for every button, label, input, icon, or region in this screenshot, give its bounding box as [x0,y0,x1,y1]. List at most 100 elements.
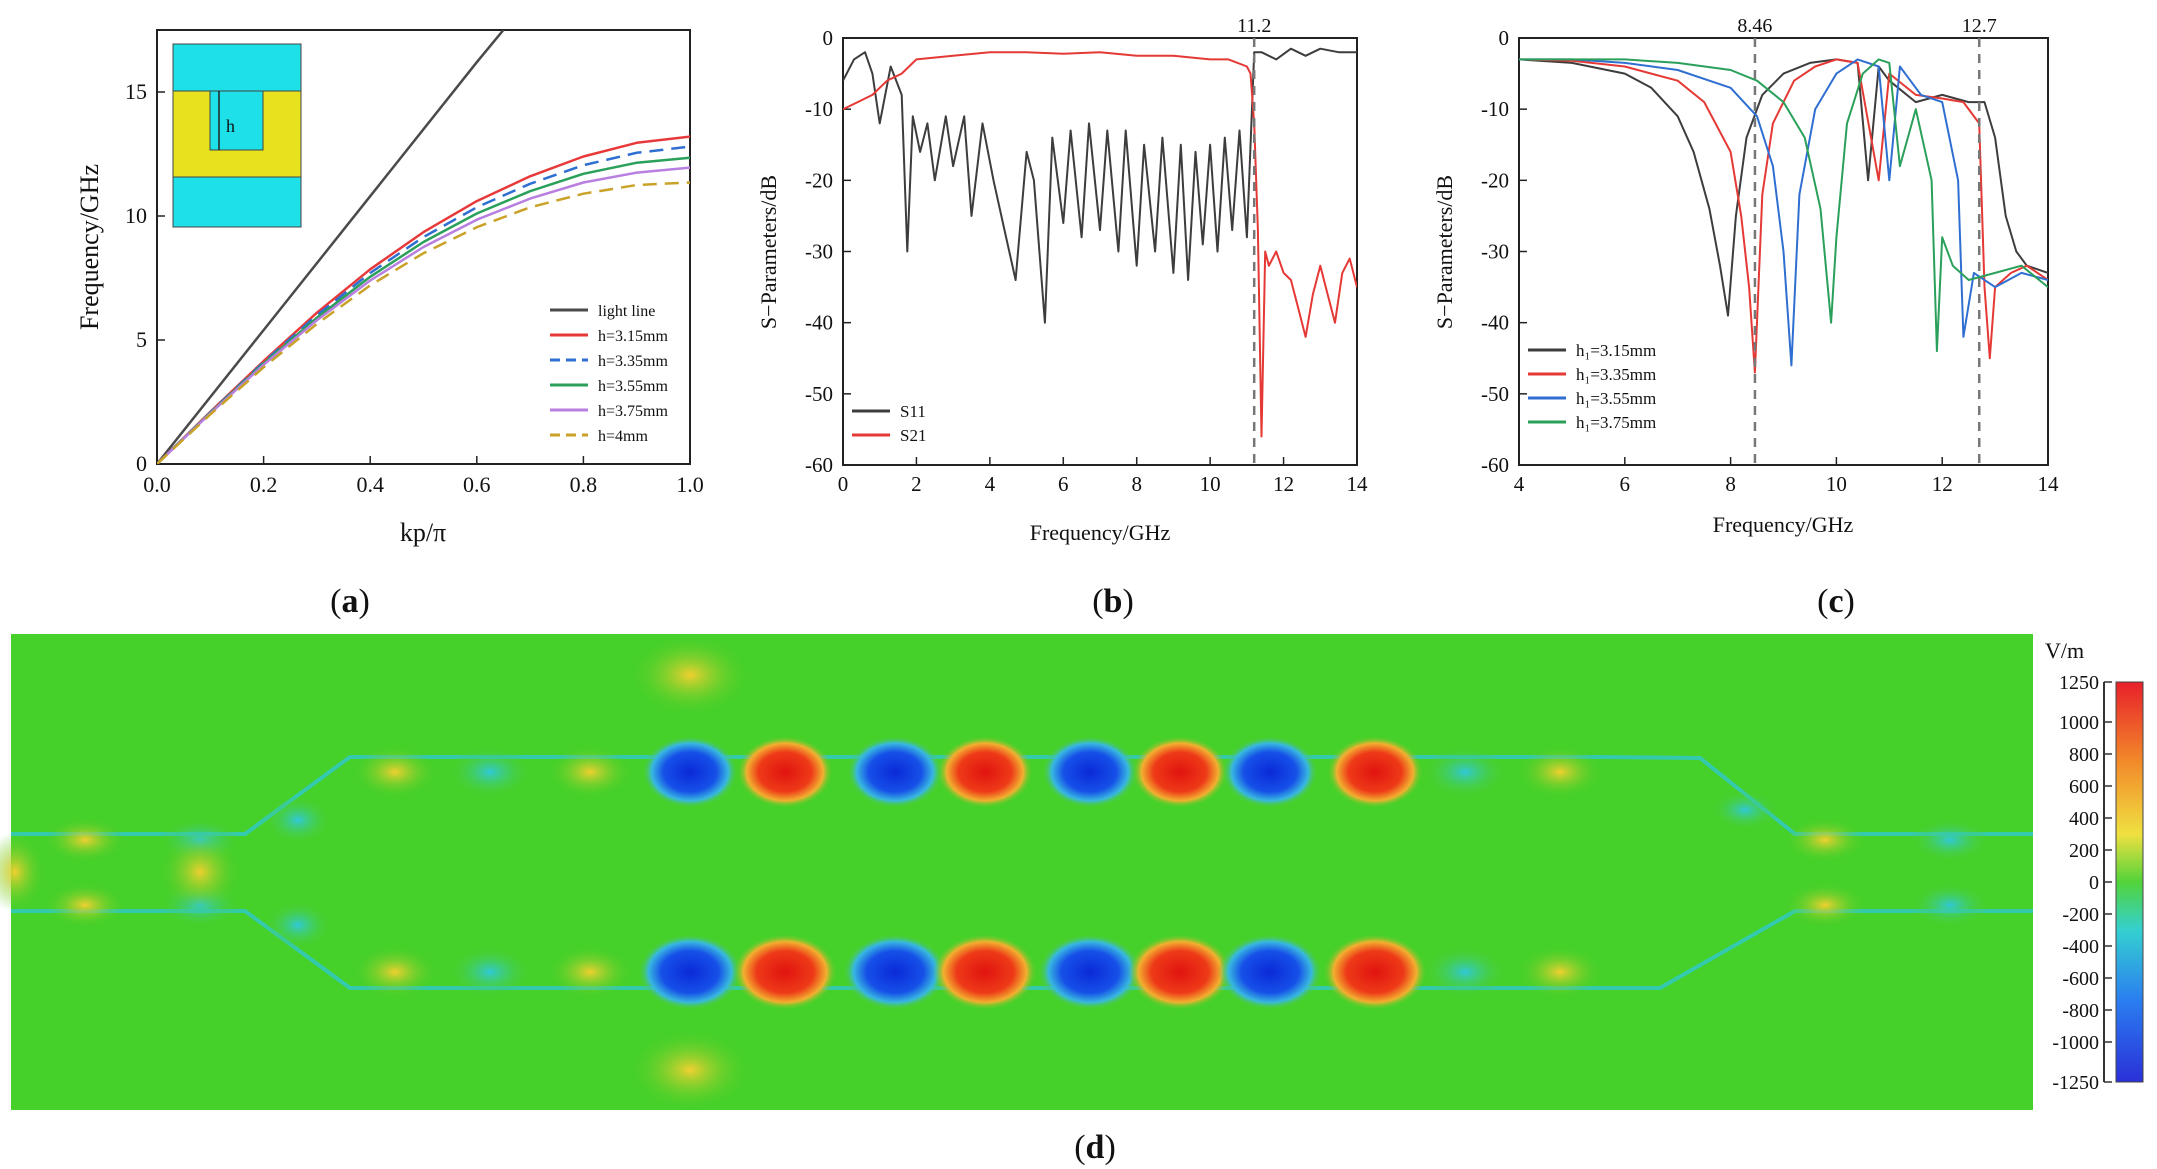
inset-unit-cell: h [172,43,302,228]
field-hotspot-top [1222,736,1318,808]
legend: h₁=3.15mm h₁=3.35mm h₁=3.55mm h₁=3.75mm [1528,341,1656,432]
x-tick-label: 6 [1058,472,1069,496]
series-line-2 [843,51,1357,438]
marker-vline-label: 11.2 [1237,15,1271,37]
y-tick-label: -60 [1481,453,1509,477]
field-hotspot-top [1327,736,1423,808]
y-tick-label: -20 [805,168,833,192]
field-hotspot-left-arm [1910,883,1990,927]
y-tick-label: 15 [125,79,147,104]
y-axis-label: Frequency/GHz [75,164,104,330]
legend-label: h₁=3.75mm [1576,413,1656,432]
y-tick-label: -30 [1481,240,1509,264]
x-axis-label: kp/π [400,518,446,547]
legend-label: h=3.55mm [598,378,668,395]
field-hotspot-bottom [843,934,947,1010]
panel-label-b: (b) [1092,583,1134,620]
field-hotspot-top [847,736,943,808]
x-tick-label: 6 [1620,472,1631,496]
field-hotspot-bottom [933,934,1037,1010]
field-hotspot-taper [264,796,332,844]
colorbar-tick-label: -1250 [2052,1072,2099,1094]
field-hotspot-bottom [733,934,837,1010]
series-line-1 [843,47,1357,324]
y-tick-label: -50 [1481,382,1509,406]
field-hotspot-top [1042,736,1138,808]
field-hotspot-left-arm [1910,818,1990,862]
colorbar-tick-label: -200 [2062,904,2099,926]
x-tick-label: 14 [2038,472,2060,496]
legend-label: h=4mm [598,428,648,445]
legend-label: h=3.75mm [598,403,668,420]
x-tick-label: 0.0 [143,472,171,497]
x-axis-label: Frequency/GHz [1030,520,1171,545]
panel-a-chart: 0.0 0.2 0.4 0.6 0.8 1.0 0 5 10 15 h light line h=3… [75,29,704,547]
plot-frame [156,29,691,465]
legend-label: h=3.35mm [598,353,668,370]
marker-vline-label: 8.46 [1737,15,1772,37]
series-line-3 [1519,58,2048,367]
x-tick-label: 0.2 [250,472,278,497]
legend-label: h=3.15mm [598,328,668,345]
field-hotspot-diffuse [630,635,750,715]
x-tick-label: 10 [1200,472,1221,496]
field-hotspot-bottom [1128,934,1232,1010]
plot-frame [842,37,1358,466]
field-hotspot-edge [0,832,45,912]
series-line-4 [1519,58,2048,353]
field-hotspot-taper [264,901,332,949]
field-hotspot-top [1423,746,1507,798]
field-hotspot-top [1132,736,1228,808]
field-hotspot-top [937,736,1033,808]
y-tick-label: 0 [823,26,834,50]
legend-label: S21 [900,426,926,445]
colorbar-tick-label: 600 [2069,776,2099,798]
panel-b-chart: 0 2 4 6 8 10 12 140-10-20-30-40-50-60 11.2 S11S… [756,15,1368,545]
colorbar-title: V/m [2045,638,2084,663]
field-hotspot-left-arm [45,818,125,862]
legend-label: h₁=3.55mm [1576,389,1656,408]
inset-slot [209,90,264,151]
panel-label-c: (c) [1817,583,1855,620]
legend-label: h₁=3.35mm [1576,365,1656,384]
y-tick-label: -40 [805,311,833,335]
x-tick-label: 4 [985,472,996,496]
field-hotspot-bottom [1518,946,1602,998]
field-hotspot-top [353,746,437,798]
x-tick-label: 0 [838,472,849,496]
field-hotspot-bottom [1423,946,1507,998]
y-tick-label: -10 [805,97,833,121]
panel-d-field-map: V/m 1250 1000 800 600 400 200 0 -200 -400 -600 -80… [0,634,2144,1110]
colorbar-tick-label: -800 [2062,1000,2099,1022]
y-tick-label: 10 [125,203,147,228]
field-hotspot-left-arm [1785,883,1865,927]
x-tick-label: 8 [1131,472,1142,496]
inset-h-label: h [226,116,235,136]
series-line-6 [157,181,690,464]
x-tick-label: 12 [1932,472,1953,496]
field-hotspot-top [548,746,632,798]
legend-label: h₁=3.15mm [1576,341,1656,360]
field-hotspot-diffuse [630,1030,750,1110]
y-axis-label: S−Parameters/dB [1432,175,1457,329]
field-hotspot-bottom [548,946,632,998]
x-tick-label: 2 [911,472,922,496]
field-hotspot-bottom [638,934,742,1010]
x-tick-label: 0.8 [570,472,598,497]
field-hotspots [0,635,1990,1110]
x-tick-label: 1.0 [676,472,704,497]
x-tick-label: 4 [1514,472,1525,496]
panel-label-d: (d) [1074,1129,1116,1166]
colorbar: V/m 1250 1000 800 600 400 200 0 -200 -400 -600 -80… [2045,638,2144,1094]
series-line-5 [157,166,690,464]
colorbar-tick-label: 400 [2069,808,2099,830]
legend-label: S11 [900,402,926,421]
x-tick-label: 14 [1347,472,1369,496]
field-hotspot-bottom [1323,934,1427,1010]
field-hotspot-bottom [353,946,437,998]
x-tick-label: 12 [1273,472,1294,496]
y-tick-label: -20 [1481,168,1509,192]
field-hotspot-top [642,736,738,808]
y-tick-label: 0 [1499,26,1510,50]
